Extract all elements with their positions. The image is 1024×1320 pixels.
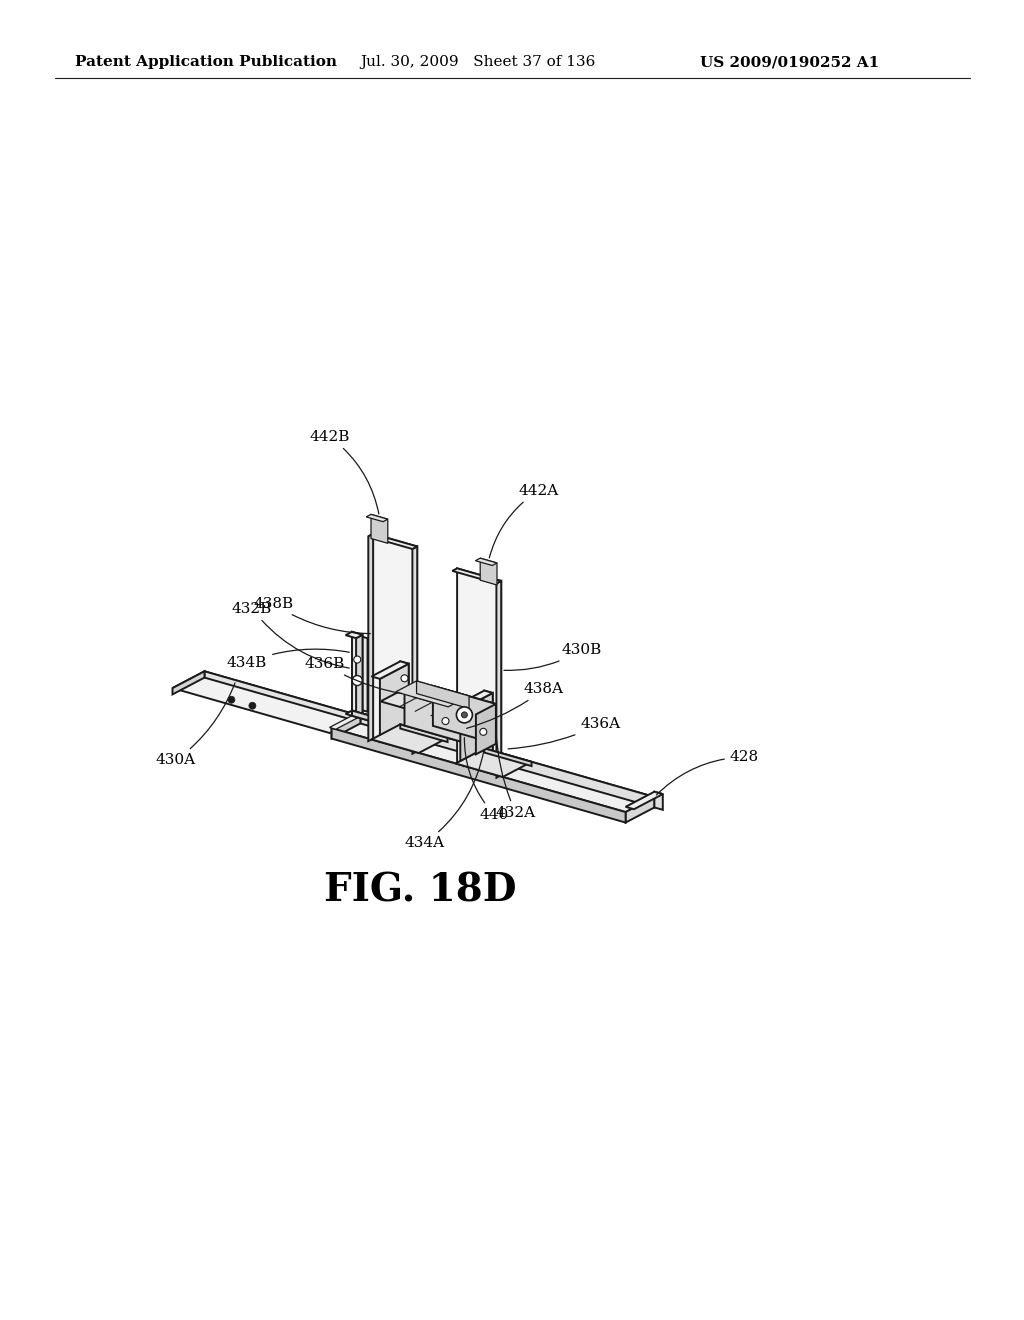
Circle shape [442, 718, 449, 725]
Polygon shape [461, 711, 484, 760]
Polygon shape [626, 797, 654, 822]
Text: 432A: 432A [496, 731, 536, 820]
Polygon shape [356, 635, 362, 717]
Polygon shape [475, 558, 497, 565]
Polygon shape [330, 713, 365, 729]
Text: 440: 440 [464, 738, 509, 822]
Circle shape [480, 729, 486, 735]
Circle shape [462, 711, 467, 718]
Text: 442A: 442A [489, 483, 559, 558]
Polygon shape [205, 672, 362, 722]
Text: 438A: 438A [467, 682, 564, 729]
Text: 430A: 430A [156, 682, 236, 767]
Circle shape [352, 676, 362, 685]
Circle shape [228, 696, 234, 704]
Text: 434B: 434B [227, 649, 349, 669]
Text: 436A: 436A [508, 717, 621, 748]
Polygon shape [346, 710, 384, 723]
Circle shape [399, 694, 410, 705]
Polygon shape [360, 713, 654, 808]
Polygon shape [372, 725, 447, 752]
Polygon shape [172, 672, 205, 694]
Polygon shape [400, 725, 447, 742]
Polygon shape [413, 686, 496, 714]
Polygon shape [367, 515, 388, 521]
Polygon shape [395, 681, 469, 706]
Polygon shape [464, 693, 493, 766]
Circle shape [249, 702, 256, 709]
Text: 434A: 434A [404, 751, 483, 850]
Text: FIG. 18D: FIG. 18D [324, 871, 516, 909]
Circle shape [353, 656, 360, 663]
Polygon shape [381, 689, 484, 725]
Text: Jul. 30, 2009   Sheet 37 of 136: Jul. 30, 2009 Sheet 37 of 136 [360, 55, 595, 69]
Polygon shape [484, 748, 531, 766]
Polygon shape [456, 690, 493, 708]
Polygon shape [457, 569, 501, 775]
Polygon shape [352, 632, 362, 714]
Polygon shape [352, 710, 384, 725]
Text: US 2009/0190252 A1: US 2009/0190252 A1 [700, 55, 880, 69]
Polygon shape [346, 632, 362, 638]
Text: 430B: 430B [504, 643, 601, 671]
Polygon shape [332, 713, 360, 739]
Circle shape [483, 718, 494, 729]
Polygon shape [373, 533, 417, 751]
Polygon shape [476, 704, 496, 754]
Text: Patent Application Publication: Patent Application Publication [75, 55, 337, 69]
Text: 438B: 438B [253, 597, 371, 634]
Circle shape [401, 675, 408, 682]
Text: 436B: 436B [304, 657, 401, 693]
Polygon shape [371, 515, 388, 544]
Polygon shape [626, 792, 663, 809]
Polygon shape [380, 664, 409, 742]
Polygon shape [453, 569, 501, 583]
Polygon shape [497, 581, 501, 777]
Polygon shape [433, 686, 496, 744]
Polygon shape [484, 690, 493, 751]
Text: 432B: 432B [231, 602, 349, 668]
Polygon shape [372, 661, 409, 678]
Polygon shape [654, 792, 663, 810]
Circle shape [457, 708, 472, 723]
Polygon shape [413, 546, 417, 754]
Polygon shape [172, 672, 362, 733]
Polygon shape [332, 713, 654, 812]
Polygon shape [369, 533, 373, 741]
Text: 442B: 442B [309, 430, 379, 513]
Text: 428: 428 [656, 750, 759, 795]
Polygon shape [456, 748, 531, 777]
Polygon shape [369, 533, 417, 549]
Polygon shape [404, 689, 484, 748]
Polygon shape [417, 681, 469, 709]
Polygon shape [361, 636, 368, 711]
Polygon shape [400, 661, 409, 727]
Polygon shape [332, 729, 626, 822]
Polygon shape [480, 558, 497, 585]
